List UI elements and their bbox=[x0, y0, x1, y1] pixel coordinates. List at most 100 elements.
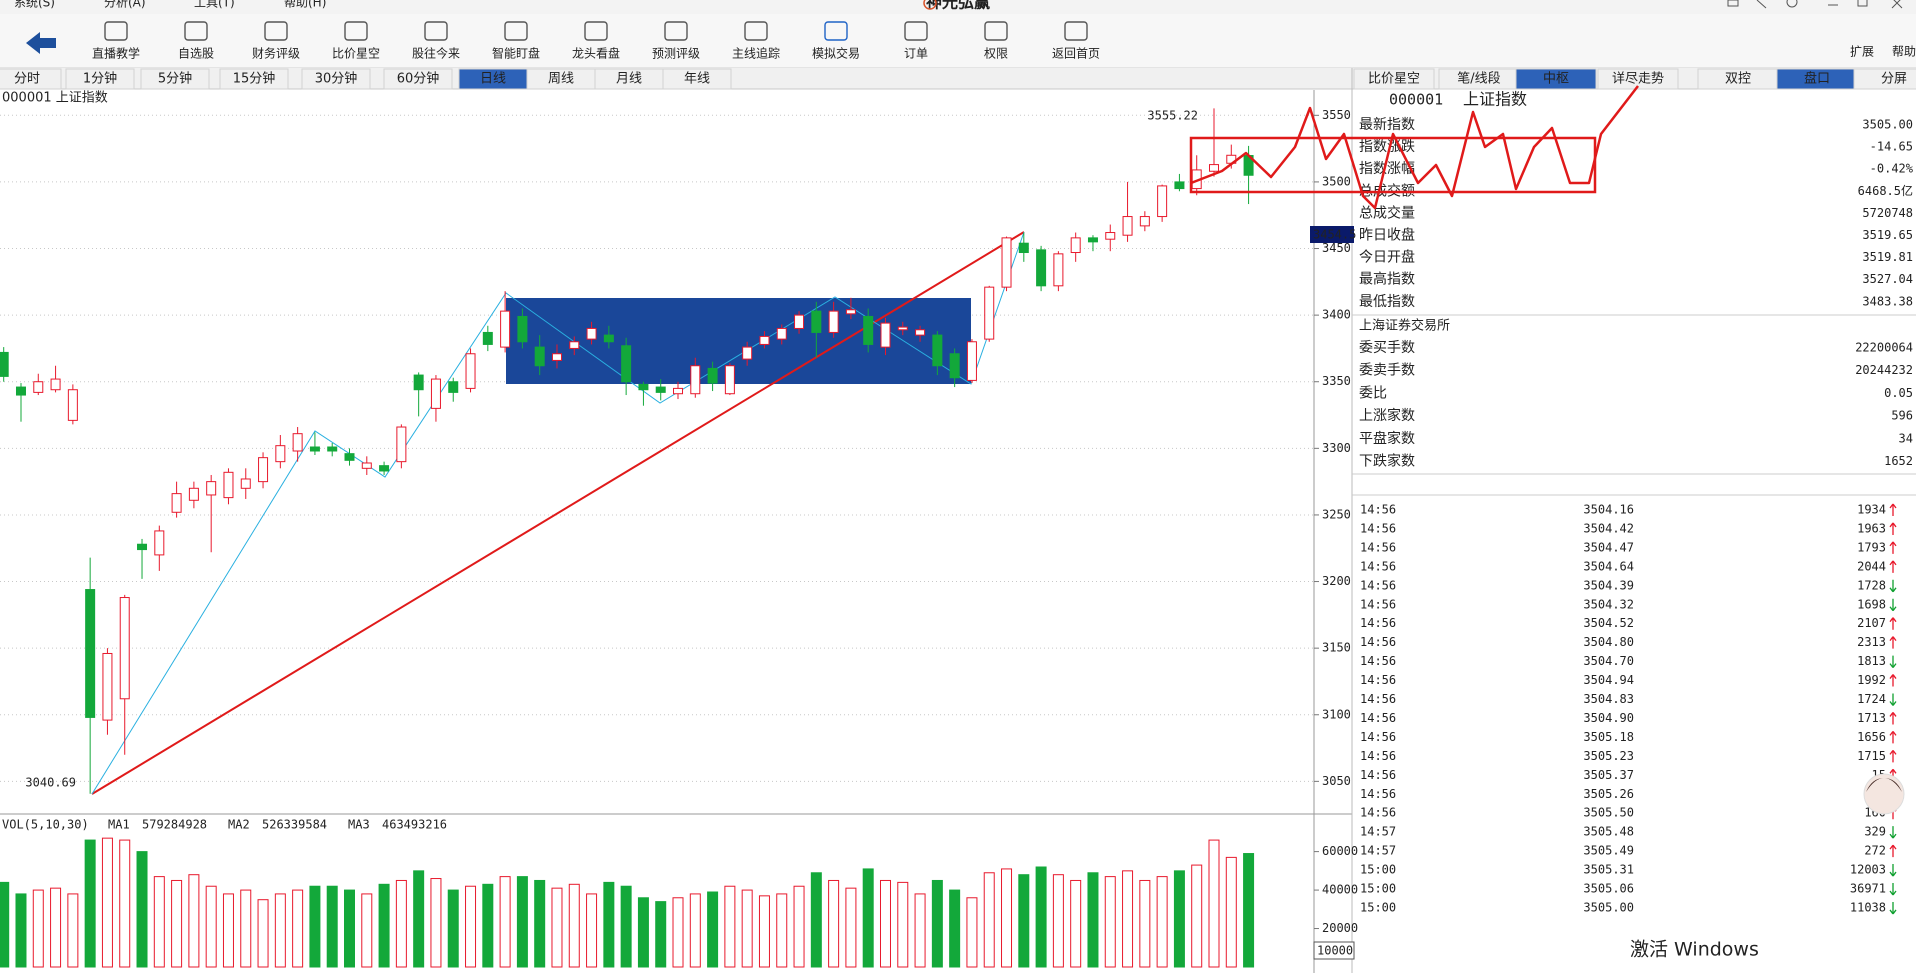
candle-body bbox=[430, 378, 441, 409]
volume-bar bbox=[828, 879, 840, 968]
period-tab[interactable]: 60分钟 bbox=[397, 71, 440, 87]
control-icon[interactable] bbox=[1786, 0, 1798, 8]
period-tab[interactable]: 年线 bbox=[684, 72, 710, 87]
tick-arrow bbox=[1889, 749, 1897, 763]
tick-arrow bbox=[1889, 541, 1897, 554]
volume-bar bbox=[1087, 872, 1099, 968]
period-tab[interactable]: 周线 bbox=[548, 72, 574, 87]
tick-price: 3504.16 bbox=[1583, 503, 1634, 517]
volume-bar bbox=[1001, 868, 1013, 968]
tick-price: 3504.47 bbox=[1583, 540, 1634, 554]
tick-time: 14:57 bbox=[1360, 844, 1396, 858]
toolbar-label[interactable]: 返回首页 bbox=[1052, 47, 1100, 61]
period-tab[interactable]: 5分钟 bbox=[158, 71, 192, 87]
period-tab[interactable]: 月线 bbox=[616, 72, 642, 87]
volume-bar bbox=[603, 881, 615, 968]
toolbar-label[interactable]: 财务评级 bbox=[252, 46, 300, 61]
tick-volume: 1813 bbox=[1857, 654, 1886, 668]
toolbar-label[interactable]: 模拟交易 bbox=[812, 46, 860, 61]
tick-volume: 1793 bbox=[1857, 540, 1886, 554]
y-tick-label: 3350 bbox=[1322, 374, 1351, 388]
toolbar-label[interactable]: 比价星空 bbox=[332, 47, 380, 61]
toolbar-right[interactable]: 扩展 bbox=[1850, 45, 1874, 59]
volume-cursor-label: 10000 bbox=[1317, 944, 1353, 958]
toolbar-right[interactable]: 帮助 bbox=[1892, 45, 1916, 59]
toolbar-label[interactable]: 龙头看盘 bbox=[572, 46, 620, 61]
candle-body bbox=[569, 341, 580, 349]
quote-label: 今日开盘 bbox=[1359, 249, 1415, 266]
control-icon[interactable] bbox=[1756, 0, 1767, 9]
volume-bar bbox=[983, 872, 995, 968]
tick-arrow bbox=[1889, 712, 1897, 725]
tick-price: 3505.49 bbox=[1583, 844, 1634, 858]
period-tab[interactable]: 日线 bbox=[480, 72, 506, 87]
candle-body bbox=[794, 314, 805, 329]
volume-bar bbox=[1243, 853, 1255, 968]
back-button[interactable] bbox=[26, 32, 56, 54]
side-tab[interactable]: 双控 bbox=[1725, 72, 1751, 87]
menu-item[interactable]: 分析(A) bbox=[104, 0, 146, 10]
side-tab[interactable]: 笔/线段 bbox=[1457, 71, 1500, 87]
volume-bar bbox=[568, 883, 580, 968]
toolbar-label[interactable]: 预测评级 bbox=[652, 47, 700, 61]
toolbar-label[interactable]: 自选股 bbox=[178, 47, 214, 61]
period-tab-bg bbox=[301, 68, 371, 90]
candle-body bbox=[724, 365, 735, 395]
candle-body bbox=[1001, 237, 1012, 288]
period-tab-bg bbox=[662, 68, 732, 90]
volume-bar bbox=[361, 893, 373, 968]
period-tab[interactable]: 分时 bbox=[14, 72, 40, 87]
order-label: 下跌家数 bbox=[1359, 453, 1415, 470]
candle-body bbox=[396, 426, 407, 463]
control-icon[interactable] bbox=[1727, 0, 1739, 7]
menu-item[interactable]: 工具(T) bbox=[194, 0, 235, 10]
volume-bar bbox=[326, 885, 338, 968]
toolbar-label[interactable]: 股往今来 bbox=[412, 46, 460, 61]
period-tab[interactable]: 1分钟 bbox=[83, 71, 117, 87]
ma-name: MA2 bbox=[228, 818, 250, 832]
tick-price: 3505.06 bbox=[1583, 882, 1634, 896]
assistant-avatar[interactable] bbox=[1863, 773, 1905, 815]
close[interactable] bbox=[1891, 0, 1903, 9]
side-tab[interactable]: 分屏 bbox=[1881, 72, 1907, 87]
tick-price: 3504.94 bbox=[1583, 673, 1634, 687]
stroke-line bbox=[91, 231, 1025, 795]
candle-body bbox=[1157, 185, 1168, 218]
menu-item[interactable]: 系统(S) bbox=[14, 0, 55, 10]
tick-price: 3504.70 bbox=[1583, 654, 1634, 668]
candle-body bbox=[154, 530, 165, 556]
volume-bar bbox=[1104, 876, 1116, 968]
tick-volume: 329 bbox=[1864, 825, 1886, 839]
tick-price: 3505.18 bbox=[1583, 730, 1634, 744]
tick-volume: 1992 bbox=[1857, 673, 1886, 687]
side-tab[interactable]: 盘口 bbox=[1804, 71, 1830, 87]
tick-volume: 1715 bbox=[1857, 749, 1886, 763]
menu-item[interactable]: 帮助(H) bbox=[284, 0, 326, 10]
toolbar-label[interactable]: 直播教学 bbox=[92, 46, 140, 61]
side-tab[interactable]: 比价星空 bbox=[1368, 72, 1420, 87]
volume-bar bbox=[32, 889, 44, 968]
candle-body bbox=[1174, 181, 1185, 190]
tick-time: 14:56 bbox=[1360, 768, 1396, 782]
candle-body bbox=[482, 331, 493, 345]
period-tab[interactable]: 30分钟 bbox=[315, 71, 358, 87]
toolbar-label[interactable]: 权限 bbox=[984, 47, 1008, 61]
candle-body bbox=[327, 446, 338, 452]
toolbar-label[interactable]: 订单 bbox=[904, 47, 928, 61]
toolbar-label[interactable]: 主线追踪 bbox=[732, 46, 780, 61]
side-tab[interactable]: 详尽走势 bbox=[1612, 71, 1664, 87]
candle-body bbox=[621, 345, 632, 383]
volume-bar bbox=[430, 878, 442, 968]
quote-value: -0.42% bbox=[1870, 162, 1914, 176]
volume-bar bbox=[136, 851, 148, 968]
volume-bar bbox=[707, 891, 719, 968]
candle-body bbox=[586, 327, 597, 340]
maximize[interactable] bbox=[1857, 0, 1868, 7]
side-tab[interactable]: 中枢 bbox=[1543, 72, 1569, 87]
period-tab[interactable]: 15分钟 bbox=[233, 71, 276, 87]
candle-body bbox=[1139, 216, 1150, 227]
toolbar-label[interactable]: 智能盯盘 bbox=[492, 46, 540, 61]
candle-body bbox=[448, 381, 459, 393]
volume-bar bbox=[0, 881, 10, 968]
volume-bar bbox=[309, 885, 321, 968]
